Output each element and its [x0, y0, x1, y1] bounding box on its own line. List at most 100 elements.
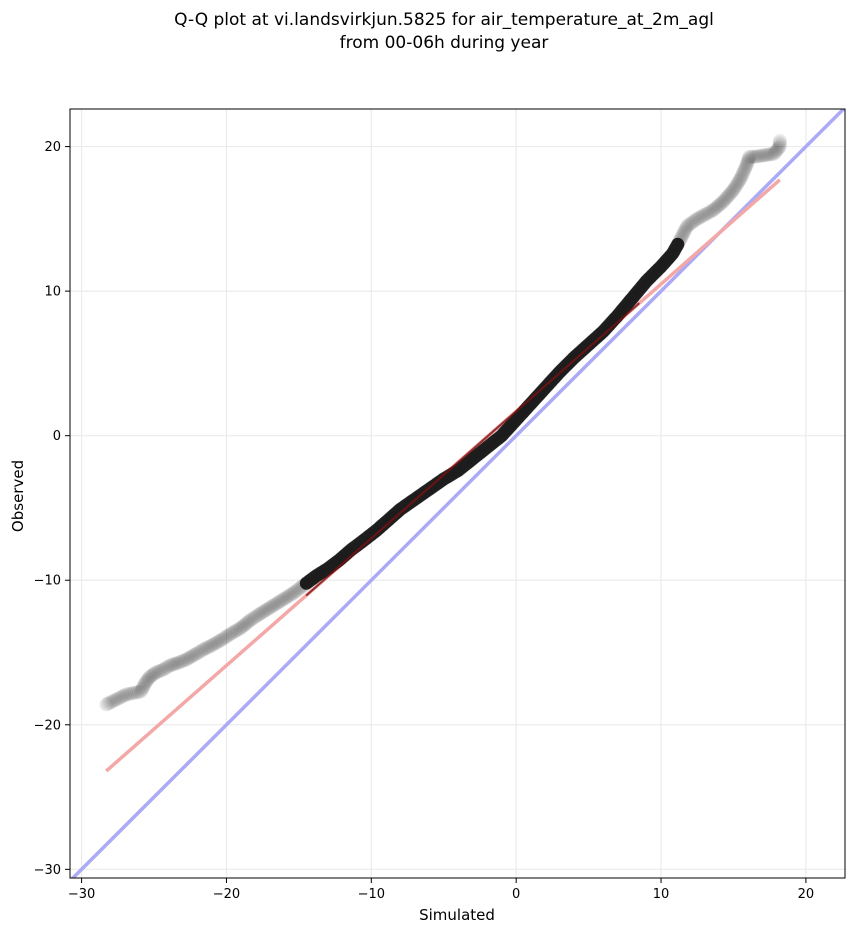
quantile-point [228, 623, 243, 638]
quantile-point [772, 137, 787, 152]
y-axis-ticks: −30 −20 −10 0 10 20 [34, 140, 70, 878]
quantile-point [139, 674, 154, 689]
quantile-point-core [299, 237, 685, 590]
quantile-point [711, 198, 726, 213]
quantile-point [737, 163, 752, 178]
quantile-point [734, 169, 749, 184]
quantile-point [763, 147, 778, 162]
quantile-point [138, 675, 153, 690]
quantile-point [106, 693, 121, 708]
x-tick-label: −20 [213, 887, 240, 902]
quantile-point [157, 661, 172, 676]
quantile-point [736, 165, 751, 180]
y-tick-label: 20 [44, 140, 61, 155]
quantile-point [110, 692, 125, 707]
quantile-point [153, 663, 168, 678]
quantile-point [717, 193, 732, 208]
quantile-point [148, 665, 163, 680]
quantile-point [204, 638, 219, 653]
quantile-point [768, 145, 783, 160]
quantile-point [129, 685, 144, 700]
quantile-point [753, 148, 768, 163]
chart-title: Q-Q plot at vi.landsvirkjun.5825 for air… [174, 10, 714, 53]
quantile-point [150, 665, 165, 680]
quantile-point [192, 644, 207, 659]
quantile-point [264, 599, 279, 614]
quantile-point [211, 634, 226, 649]
quantile-point [140, 672, 155, 687]
quantile-point [741, 151, 756, 166]
quantile-point [746, 149, 761, 164]
quantile-point [235, 619, 250, 634]
quantile-point [123, 686, 138, 701]
quantile-point [287, 584, 302, 599]
quantile-point [680, 219, 695, 234]
quantile-point [182, 650, 197, 665]
quantile-point [161, 659, 176, 674]
quantile-point [772, 133, 787, 148]
quantile-point [765, 147, 780, 162]
quantile-point [203, 639, 218, 654]
quantile-point [168, 656, 183, 671]
quantile-point [279, 590, 294, 605]
quantile-point [144, 668, 159, 683]
quantile-point [277, 591, 292, 606]
x-axis-label: Simulated [419, 906, 495, 924]
quantile-point [721, 188, 736, 203]
quantile-point [289, 583, 304, 598]
quantile-point [244, 612, 259, 627]
quantile-point [238, 617, 253, 632]
quantile-point [761, 147, 776, 162]
quantile-point [710, 199, 725, 214]
quantile-point [742, 149, 757, 164]
quantile-point [262, 600, 277, 615]
quantile-point [115, 689, 130, 704]
quantile-point [171, 655, 186, 670]
quantile-point [210, 635, 225, 650]
quantile-point [733, 171, 748, 186]
quantile-point [133, 684, 148, 699]
quantile-point [183, 649, 198, 664]
quantile-point [117, 688, 132, 703]
quantile-point [216, 631, 231, 646]
quantile-point [177, 653, 192, 668]
quantile-point [127, 685, 142, 700]
x-tick-label: 20 [798, 887, 815, 902]
quantile-point [261, 601, 276, 616]
y-axis-label: Observed [9, 460, 27, 532]
quantile-point [131, 684, 146, 699]
quantile-point [242, 613, 257, 628]
quantile-point [759, 147, 774, 162]
quantile-point [233, 620, 248, 635]
quantile-point [164, 657, 179, 672]
quantile-point [676, 226, 691, 241]
quantile-point [772, 135, 787, 150]
grid [70, 109, 845, 878]
quantile-point [218, 630, 233, 645]
quantile-point [697, 208, 712, 223]
quantile-point [222, 627, 237, 642]
quantile-point [714, 195, 729, 210]
y-tick-label: −30 [34, 863, 61, 878]
quantile-point [722, 187, 737, 202]
quantile-point [274, 593, 289, 608]
quantile-point [175, 654, 190, 669]
quantile-point [700, 206, 715, 221]
quantile-point [180, 651, 195, 666]
quantile-point [201, 640, 216, 655]
y-tick-label: −10 [34, 574, 61, 589]
x-tick-label: −10 [358, 887, 385, 902]
quantile-point [725, 184, 740, 199]
x-axis-ticks: −30 −20 −10 0 10 20 [68, 878, 814, 902]
x-tick-label: 10 [653, 887, 670, 902]
quantile-point [707, 201, 722, 216]
y-tick-label: 10 [44, 285, 61, 300]
quantile-point [266, 598, 281, 613]
quantile-point [683, 216, 698, 231]
quantile-point [225, 625, 240, 640]
quantile-point [282, 588, 297, 603]
quantile-point [686, 214, 701, 229]
quantile-point [152, 664, 167, 679]
quantile-point [767, 146, 782, 161]
quantile-point [173, 654, 188, 669]
